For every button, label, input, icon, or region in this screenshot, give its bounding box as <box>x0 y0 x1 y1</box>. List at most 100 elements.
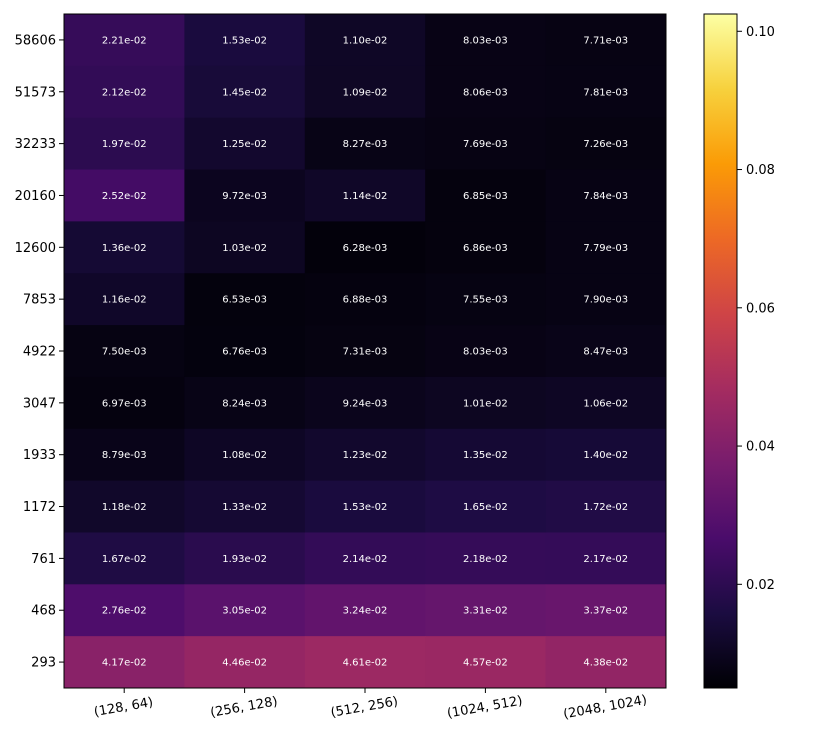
cell-value-label: 3.31e-02 <box>463 606 508 617</box>
heatmap-cell <box>545 221 666 274</box>
y-tick-label: 20160 <box>15 189 56 204</box>
cell-value-label: 7.69e-03 <box>463 139 508 150</box>
cell-value-label: 4.46e-02 <box>222 658 267 669</box>
heatmap-cell <box>425 376 547 430</box>
heatmap-cell <box>304 325 426 378</box>
y-tick-label: 761 <box>31 552 56 567</box>
x-tick-label: (1024, 512) <box>446 694 524 722</box>
heatmap-cell <box>425 325 547 378</box>
heatmap-cell <box>64 584 185 637</box>
y-tick-label: 4922 <box>23 345 56 360</box>
cell-value-label: 6.76e-03 <box>222 347 267 358</box>
heatmap-cell <box>304 376 426 430</box>
cell-value-label: 1.36e-02 <box>102 243 147 254</box>
colorbar-tick-label: 0.08 <box>746 163 775 178</box>
y-tick-label: 1933 <box>23 448 56 463</box>
cell-value-label: 7.90e-03 <box>583 295 628 306</box>
cell-value-label: 1.53e-02 <box>343 502 388 513</box>
cell-value-label: 7.50e-03 <box>102 347 147 358</box>
cell-value-label: 8.27e-03 <box>343 139 388 150</box>
cell-value-label: 2.76e-02 <box>102 606 147 617</box>
cell-value-label: 6.53e-03 <box>222 295 267 306</box>
heatmap-cell <box>425 65 547 119</box>
cell-value-label: 2.12e-02 <box>102 87 147 98</box>
heatmap-cell <box>184 376 306 430</box>
cell-value-label: 4.61e-02 <box>343 658 388 669</box>
heatmap-cell <box>545 584 666 637</box>
cell-value-label: 6.88e-03 <box>343 295 388 306</box>
cell-value-label: 2.52e-02 <box>102 191 147 202</box>
cell-value-label: 1.08e-02 <box>222 450 267 461</box>
cell-value-label: 8.03e-03 <box>463 35 508 46</box>
heatmap-cell <box>425 428 547 482</box>
heatmap-cell <box>184 169 306 222</box>
heatmap-cell <box>545 428 666 482</box>
heatmap-cell <box>425 480 547 534</box>
cell-value-label: 7.55e-03 <box>463 295 508 306</box>
heatmap-cell <box>304 221 426 274</box>
cell-value-label: 1.97e-02 <box>102 139 147 150</box>
cell-value-label: 1.93e-02 <box>222 554 267 565</box>
heatmap-cell <box>425 636 547 688</box>
cell-value-label: 2.18e-02 <box>463 554 508 565</box>
cell-value-label: 8.24e-03 <box>222 398 267 409</box>
cell-value-label: 1.33e-02 <box>222 502 267 513</box>
heatmap-cell <box>304 428 426 482</box>
y-tick-label: 32233 <box>15 137 56 152</box>
heatmap-cell <box>304 117 426 171</box>
heatmap-cell <box>184 325 306 378</box>
cell-value-label: 6.97e-03 <box>102 398 147 409</box>
heatmap-cell <box>425 14 547 67</box>
heatmap-cell <box>545 273 666 326</box>
heatmap-cell <box>545 325 666 378</box>
cell-value-label: 8.06e-03 <box>463 87 508 98</box>
cell-value-label: 7.71e-03 <box>583 35 628 46</box>
heatmap-cell <box>545 636 666 688</box>
heatmap-cell <box>304 169 426 222</box>
heatmap-cell <box>545 14 666 67</box>
heatmap-cell <box>304 65 426 119</box>
cell-value-label: 8.03e-03 <box>463 347 508 358</box>
cell-value-label: 6.28e-03 <box>343 243 388 254</box>
y-tick-label: 293 <box>31 656 56 671</box>
cell-value-label: 1.03e-02 <box>222 243 267 254</box>
colorbar-tick-label: 0.10 <box>746 25 775 40</box>
y-tick-label: 12600 <box>15 241 56 256</box>
heatmap-cell <box>304 532 426 585</box>
cell-value-label: 7.31e-03 <box>343 347 388 358</box>
heatmap-cell <box>304 273 426 326</box>
heatmap-cell <box>184 532 306 585</box>
heatmap-cell <box>64 169 185 222</box>
cell-value-label: 8.47e-03 <box>583 347 628 358</box>
colorbar-gradient <box>703 13 738 689</box>
heatmap-cell <box>64 14 185 67</box>
cell-value-label: 1.16e-02 <box>102 295 147 306</box>
cell-value-label: 4.57e-02 <box>463 658 508 669</box>
heatmap-cell <box>64 376 185 430</box>
colorbar-axis: 0.02 0.04 0.06 0.08 0.10 <box>737 25 775 593</box>
heatmap-cell <box>425 221 547 274</box>
heatmap-cell <box>425 532 547 585</box>
heatmap-cell <box>184 273 306 326</box>
cell-value-label: 7.79e-03 <box>583 243 628 254</box>
heatmap-cell <box>545 532 666 585</box>
heatmap-cell <box>184 117 306 171</box>
cell-value-label: 2.14e-02 <box>343 554 388 565</box>
cell-value-label: 1.40e-02 <box>583 450 628 461</box>
cell-value-label: 1.45e-02 <box>222 87 267 98</box>
y-tick-label: 7853 <box>23 293 56 308</box>
heatmap-cell <box>425 584 547 637</box>
cell-value-label: 1.25e-02 <box>222 139 267 150</box>
heatmap-cell <box>304 14 426 67</box>
y-tick-label: 58606 <box>15 33 56 48</box>
cell-value-label: 1.23e-02 <box>343 450 388 461</box>
heatmap-cell <box>64 273 185 326</box>
cell-value-label: 1.14e-02 <box>343 191 388 202</box>
y-tick-label: 1172 <box>23 500 56 515</box>
heatmap-cell <box>64 221 185 274</box>
colorbar-tick-label: 0.04 <box>746 440 775 455</box>
heatmap-cell <box>304 636 426 688</box>
heatmap-cell <box>545 117 666 171</box>
cell-value-label: 1.65e-02 <box>463 502 508 513</box>
y-tick-label: 3047 <box>23 396 56 411</box>
